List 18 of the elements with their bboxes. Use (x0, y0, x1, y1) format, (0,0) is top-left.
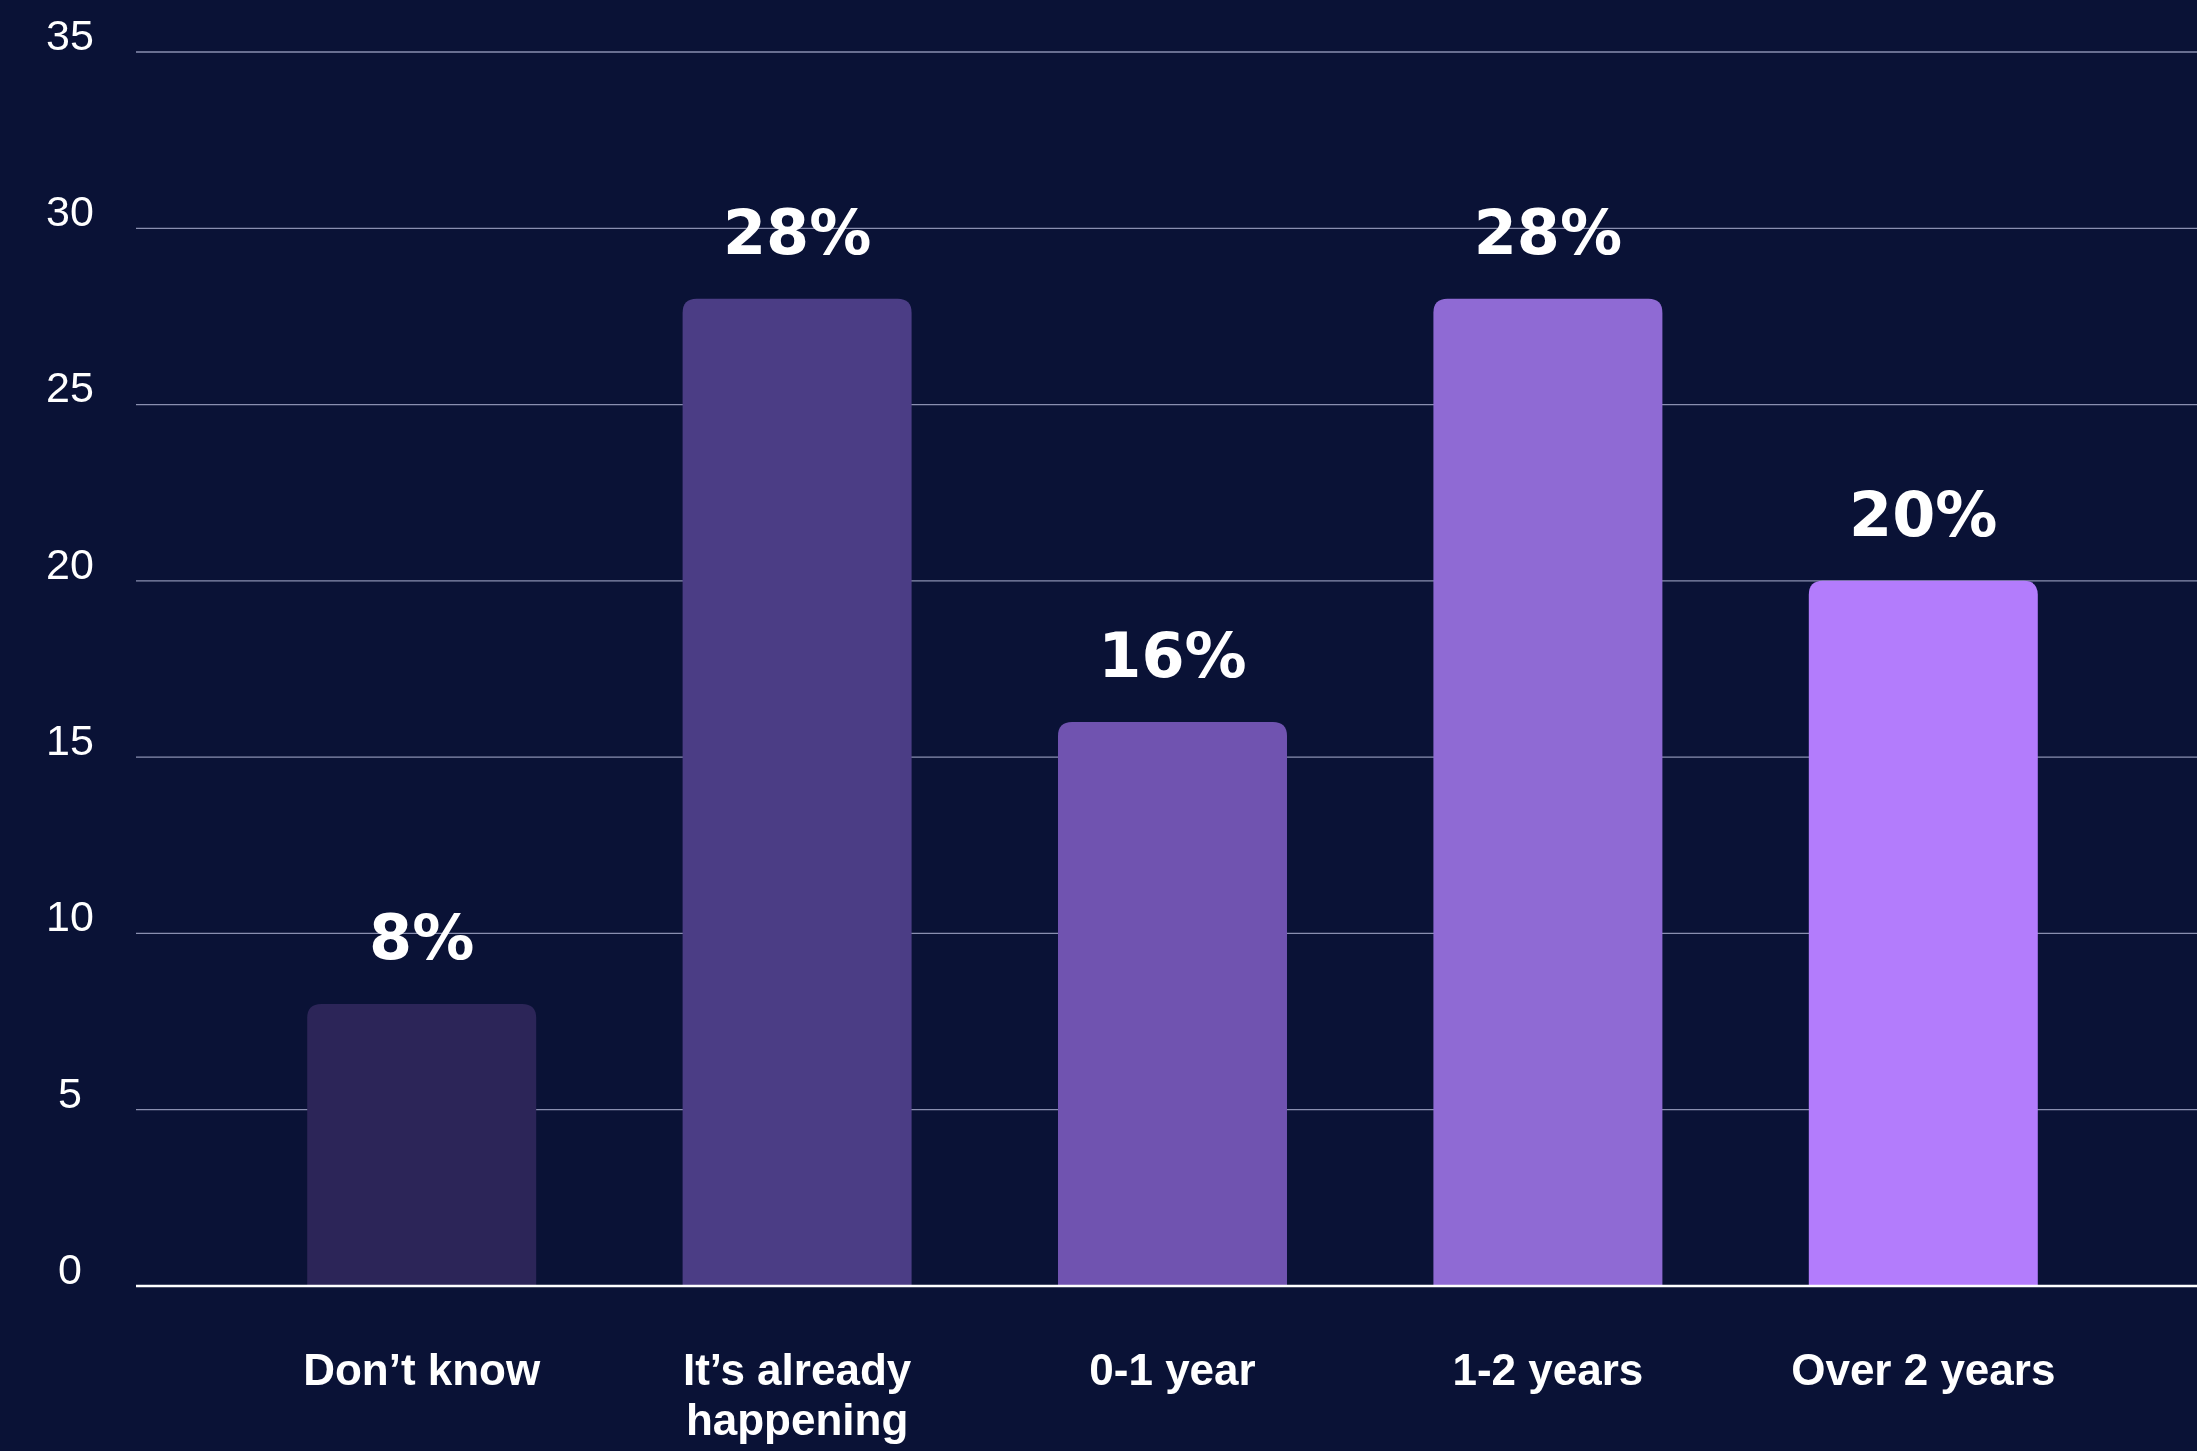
x-tick-label: It’s already happening (682, 1345, 912, 1444)
x-tick-label: 1-2 years (1452, 1345, 1644, 1394)
x-tick-label: Over 2 years (1791, 1345, 2056, 1394)
y-tick-label: 35 (46, 10, 94, 59)
y-tick-label: 15 (46, 715, 94, 764)
x-tick-label: Don’t know (303, 1345, 542, 1394)
y-tick-label: 25 (46, 363, 94, 412)
y-tick-label: 5 (58, 1068, 82, 1117)
y-tick-label: 30 (46, 187, 94, 236)
data-label: 8% (369, 900, 475, 974)
data-label: 20% (1849, 477, 1998, 551)
data-label: 16% (1098, 618, 1247, 692)
y-tick-label: 10 (46, 892, 94, 941)
x-tick-label: 0-1 year (1089, 1345, 1256, 1394)
data-label: 28% (722, 195, 872, 269)
y-tick-label: 20 (46, 539, 94, 588)
data-label: 28% (1473, 195, 1623, 269)
y-tick-label: 0 (58, 1244, 82, 1293)
